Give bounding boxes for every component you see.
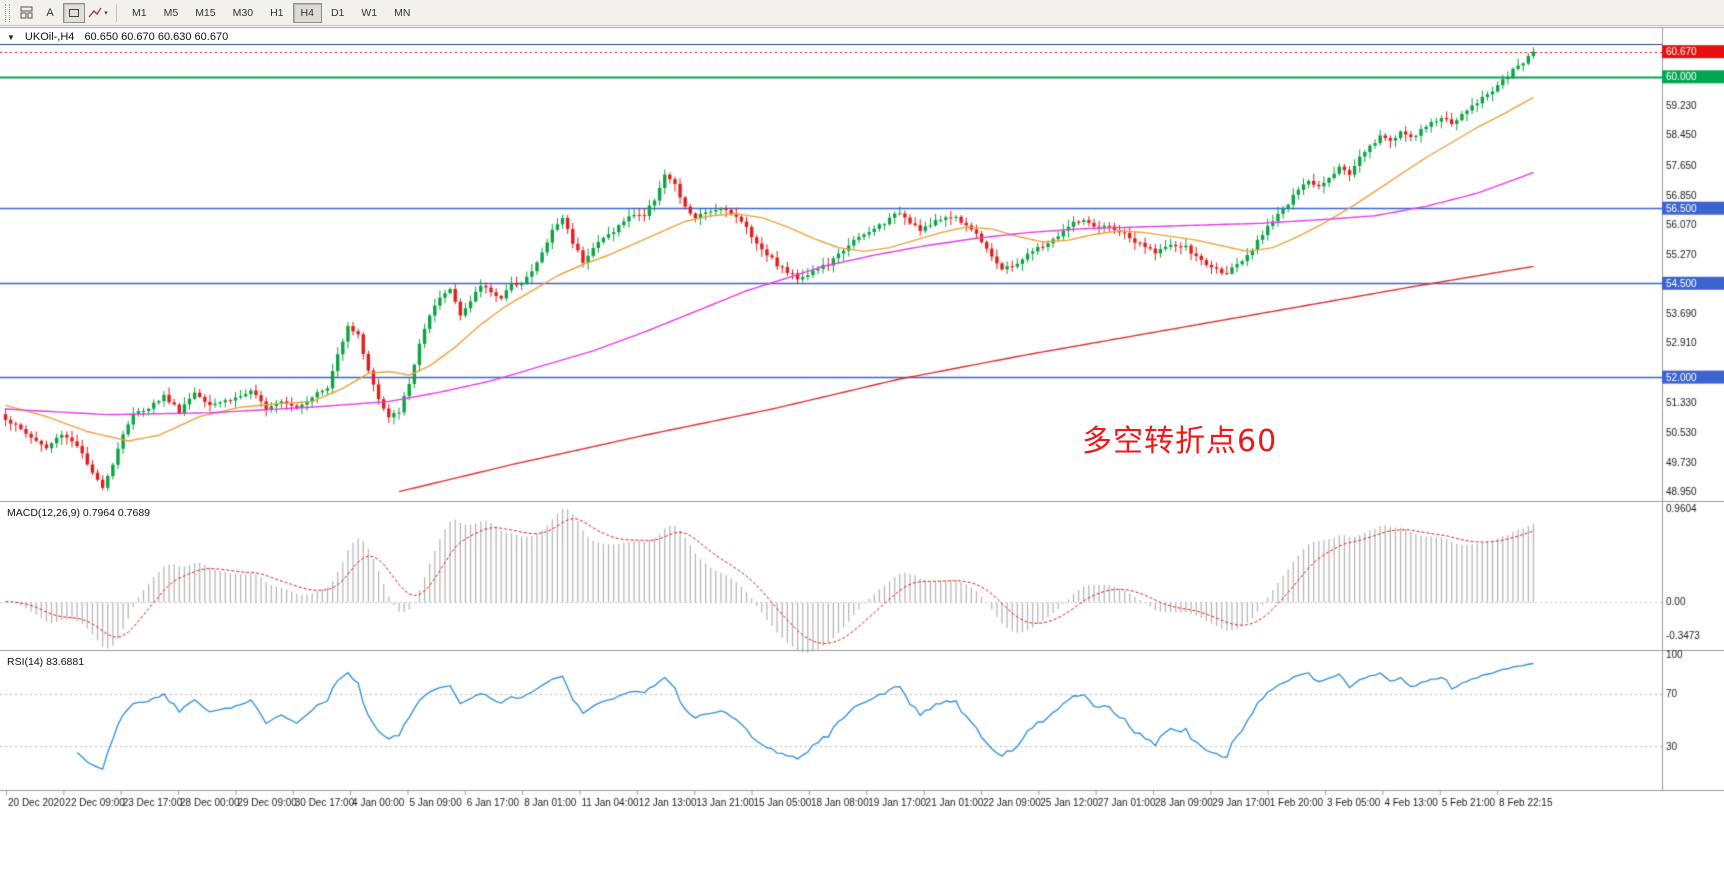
text-label-tool-button[interactable]: A [46,6,54,19]
timeframe-button-h1[interactable]: H1 [262,3,291,23]
timeframe-button-d1[interactable]: D1 [323,3,352,23]
draw-tools-dropdown[interactable]: ▾ [87,3,109,23]
timeframe-button-m5[interactable]: M5 [156,3,187,23]
frame-tool-icon [69,8,79,17]
toolbar-separator [116,3,117,22]
timeframe-group: M1 M5 M15 M30 H1 H4 D1 W1 MN [124,2,418,23]
price-chart-canvas[interactable] [0,26,1724,894]
trendline-tool-icon [88,7,102,17]
timeframe-button-mn[interactable]: MN [386,3,418,23]
window-layout-icon [20,6,32,19]
timeframe-button-m15[interactable]: M15 [187,3,223,23]
chart-window: ▼ UKOil-,H4 60.650 60.670 60.630 60.670 … [0,26,1724,894]
timeframe-button-m1[interactable]: M1 [124,3,155,23]
timeframe-button-w1[interactable]: W1 [353,3,385,23]
top-toolbar: A ▾ M1 M5 M15 M30 H1 H4 D1 W1 MN [0,0,1724,26]
chevron-down-icon: ▾ [104,9,108,17]
window-layout-button[interactable] [15,3,37,23]
frame-tool-button[interactable] [63,2,85,23]
timeframe-button-h4[interactable]: H4 [292,2,322,23]
toolbar-grip[interactable] [5,3,10,22]
timeframe-button-m30[interactable]: M30 [225,3,261,23]
